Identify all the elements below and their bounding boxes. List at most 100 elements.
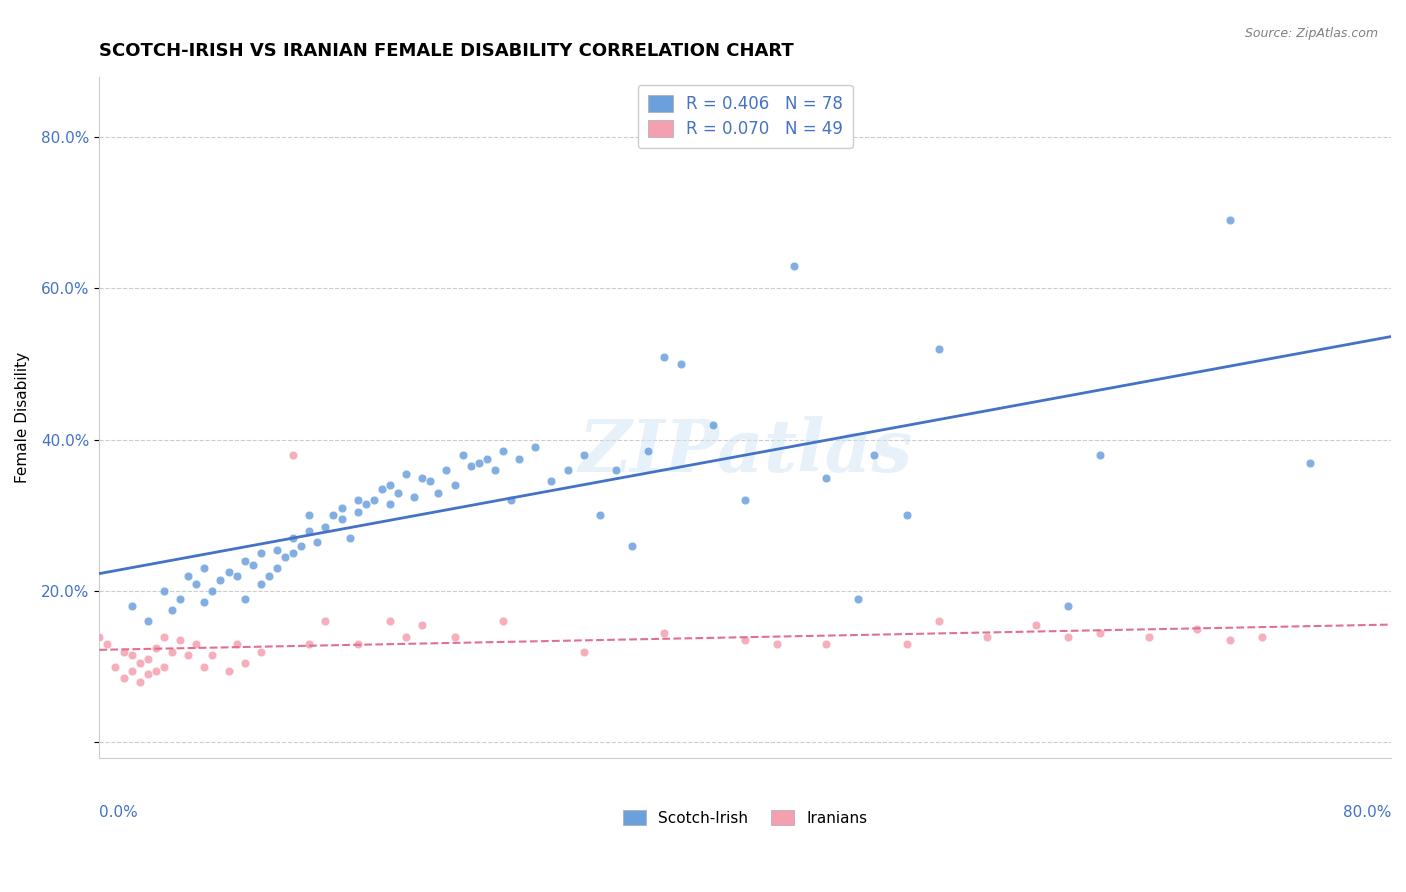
Point (281, 448, 304, 462)
Point (378, 478, 401, 492)
Point (136, 615, 159, 629)
Point (896, 637, 918, 651)
Point (249, 576, 271, 591)
Point (121, 599, 143, 614)
Point (89, 630, 111, 644)
Point (404, 490, 426, 504)
Point (169, 633, 191, 648)
Point (621, 539, 644, 553)
Point (734, 633, 756, 648)
Point (160, 603, 183, 617)
Point (378, 497, 401, 511)
Point (654, 625, 676, 640)
Point (1057, 630, 1080, 644)
Point (266, 542, 288, 557)
Point (492, 615, 515, 629)
Point (1137, 630, 1160, 644)
Point (290, 539, 312, 553)
Point (1025, 618, 1047, 632)
Point (145, 640, 167, 655)
Point (346, 637, 368, 651)
Point (363, 493, 385, 508)
Point (249, 645, 271, 659)
Text: 0.0%: 0.0% (100, 805, 138, 821)
Point (484, 463, 506, 477)
Point (605, 463, 627, 477)
Point (121, 664, 143, 678)
Point (702, 417, 724, 432)
Point (589, 508, 612, 523)
Point (468, 456, 491, 470)
Point (443, 478, 465, 492)
Point (218, 566, 240, 580)
Point (928, 615, 950, 629)
Point (298, 508, 321, 523)
Point (1187, 622, 1209, 636)
Point (395, 467, 418, 481)
Point (201, 648, 224, 663)
Point (436, 463, 458, 477)
Point (443, 630, 465, 644)
Point (427, 485, 450, 500)
Text: SCOTCH-IRISH VS IRANIAN FEMALE DISABILITY CORRELATION CHART: SCOTCH-IRISH VS IRANIAN FEMALE DISABILIT… (100, 42, 794, 60)
Point (233, 554, 256, 568)
Point (346, 493, 368, 508)
Point (1090, 448, 1112, 462)
Point (112, 645, 135, 659)
Point (281, 546, 304, 560)
Point (346, 505, 368, 519)
Point (846, 591, 869, 606)
Point (314, 615, 336, 629)
Point (492, 444, 515, 458)
Point (637, 444, 659, 458)
Point (669, 357, 692, 371)
Point (209, 573, 232, 587)
Point (460, 459, 482, 474)
Point (508, 451, 530, 466)
Point (298, 637, 321, 651)
Point (177, 569, 200, 583)
Point (136, 667, 159, 681)
Point (339, 531, 361, 545)
Point (249, 546, 271, 560)
Point (266, 561, 288, 575)
Point (766, 637, 789, 651)
Text: ZIPatlas: ZIPatlas (578, 416, 912, 487)
Point (1090, 625, 1112, 640)
Point (1218, 213, 1240, 227)
Point (524, 441, 547, 455)
Point (298, 524, 321, 538)
Point (112, 671, 135, 685)
Text: 80.0%: 80.0% (1343, 805, 1391, 821)
Point (354, 497, 377, 511)
Point (160, 645, 183, 659)
Point (976, 630, 998, 644)
Point (128, 675, 150, 690)
Point (475, 451, 498, 466)
Point (136, 652, 159, 666)
Point (499, 493, 522, 508)
Point (201, 584, 224, 599)
Point (863, 448, 886, 462)
Point (371, 482, 394, 496)
Point (233, 656, 256, 670)
Point (307, 535, 329, 549)
Point (193, 561, 215, 575)
Point (451, 448, 474, 462)
Point (1299, 456, 1322, 470)
Point (274, 550, 297, 565)
Point (186, 637, 208, 651)
Point (281, 531, 304, 545)
Point (734, 493, 756, 508)
Point (218, 664, 240, 678)
Point (1057, 599, 1080, 614)
Point (314, 520, 336, 534)
Point (242, 558, 264, 572)
Point (225, 637, 247, 651)
Point (572, 448, 595, 462)
Point (395, 630, 418, 644)
Point (186, 576, 208, 591)
Point (814, 637, 837, 651)
Point (322, 508, 344, 523)
Point (128, 656, 150, 670)
